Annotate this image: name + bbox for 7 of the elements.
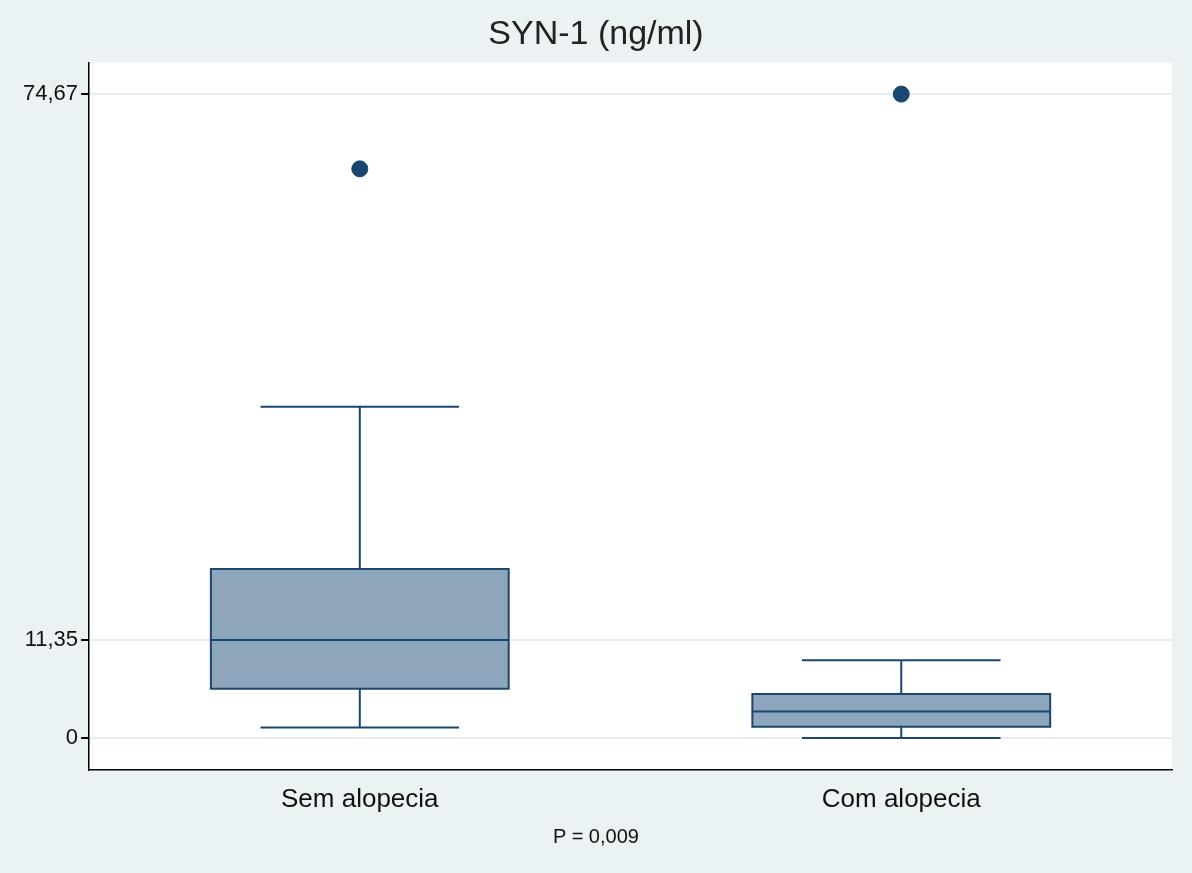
chart-title: SYN-1 (ng/ml)	[488, 12, 704, 51]
x-tick-label: Sem alopecia	[281, 782, 440, 813]
x-tick-label: Com alopecia	[821, 782, 982, 813]
y-tick-label: 11,35	[24, 626, 79, 652]
text: P = 0,009	[553, 824, 639, 847]
y-tick-label: 74,67	[22, 80, 79, 106]
y-tick-label: 0	[65, 723, 79, 749]
